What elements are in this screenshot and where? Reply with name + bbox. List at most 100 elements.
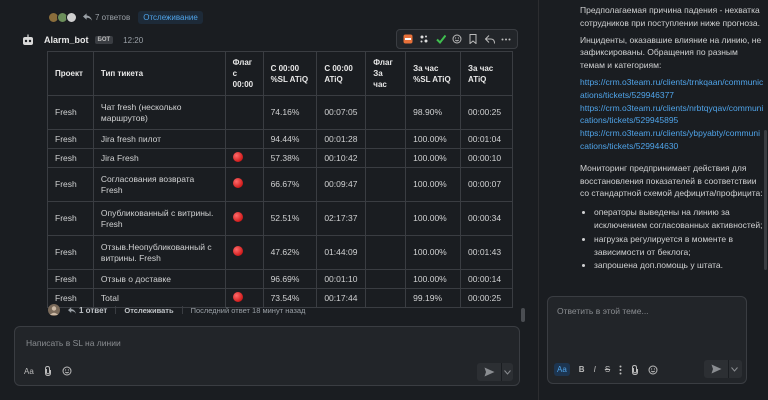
replies-count: 1 ответ	[79, 305, 108, 315]
table-cell: 100.00%	[405, 201, 462, 236]
flag-cell	[224, 95, 264, 130]
table-cell: Fresh	[47, 148, 94, 168]
more-horizontal-icon	[501, 38, 511, 40]
table-cell: 00:01:10	[316, 269, 367, 289]
send-controls	[704, 360, 742, 378]
divider	[181, 306, 183, 314]
check-mark-icon	[435, 34, 446, 44]
table-row: Fresh Jira Fresh 57.38% 00:10:42 100.00% 00:0…	[47, 148, 513, 168]
ticket-link[interactable]: https://crm.o3team.ru/clients/nrbtqyqav/…	[580, 102, 764, 126]
table-cell: 00:01:04	[460, 129, 513, 149]
flag-cell	[365, 167, 407, 202]
table-cell: Fresh	[47, 95, 94, 130]
column-header: За час ATiQ	[460, 51, 513, 96]
message-time[interactable]: 12:20	[123, 35, 144, 45]
bold-button[interactable]: B	[578, 365, 585, 374]
table-cell: 96.69%	[262, 269, 318, 289]
table-cell: 100.00%	[405, 167, 462, 202]
more-actions-button[interactable]	[500, 34, 511, 45]
italic-button[interactable]: I	[593, 365, 596, 374]
action-list: операторы выведены на линию за исключени…	[580, 206, 764, 272]
table-cell: Fresh	[47, 288, 94, 308]
reply-button[interactable]	[484, 34, 495, 45]
ticket-link[interactable]: https://crm.o3team.ru/clients/ybpyabty/c…	[580, 128, 760, 151]
flag-cell	[224, 148, 264, 168]
format-toggle-button[interactable]: Aa	[24, 366, 34, 376]
sl-report-table: Проект Тип тикета Флаг с 00:00 С 00:00 %…	[47, 51, 513, 308]
reply-paragraph: Мониторинг предпринимает действия для во…	[580, 162, 763, 199]
table-row: Fresh Согласования возврата Fresh 66.67% 00…	[47, 167, 513, 202]
send-button[interactable]	[477, 363, 501, 381]
table-cell: 73.54%	[262, 288, 318, 308]
attach-icon[interactable]	[44, 366, 52, 376]
message-actions-toolbar	[396, 29, 518, 49]
emoji-reaction-button[interactable]	[403, 34, 414, 45]
format-toggle-button[interactable]: Aa	[554, 363, 570, 376]
table-cell: Отзыв о доставке	[92, 269, 226, 289]
follow-thread-button[interactable]: Отслеживать	[124, 305, 174, 315]
thread-summary-top[interactable]: 7 ответов Отслеживание	[48, 9, 203, 25]
send-button[interactable]	[704, 360, 728, 378]
table-cell: 57.38%	[262, 148, 318, 168]
following-button[interactable]: Отслеживание	[138, 10, 203, 24]
table-cell: Fresh	[47, 269, 94, 289]
more-vertical-icon[interactable]	[619, 365, 622, 375]
table-cell: Fresh	[47, 167, 94, 202]
thread-scrollbar[interactable]	[764, 130, 767, 270]
bot-avatar-icon[interactable]	[22, 34, 34, 46]
avatar	[66, 11, 77, 23]
send-icon	[711, 364, 721, 374]
list-item: операторы выведены на линию за исключени…	[594, 206, 764, 232]
table-cell: Согласования возврата Fresh	[92, 167, 226, 202]
channel-scrollbar[interactable]	[521, 308, 525, 322]
column-header: С 00:00 ATiQ	[316, 51, 367, 96]
table-cell: 00:01:43	[460, 235, 513, 270]
flag-cell	[224, 269, 264, 289]
attach-icon[interactable]	[631, 364, 639, 375]
flag-cell	[365, 201, 407, 236]
red-circle-icon	[232, 151, 243, 162]
thread-reply-message: Предполагаемая причина падения - нехватк…	[580, 4, 764, 273]
flag-cell	[365, 235, 407, 270]
message-composer[interactable]: Написать в SL на линии Aa	[14, 326, 520, 386]
reply-paragraph: Инциденты, оказавшие влияние на линию, н…	[580, 34, 762, 71]
table-cell: Опубликованный с витрины. Fresh	[92, 201, 226, 236]
emoji-icon[interactable]	[62, 366, 72, 376]
flag-cell	[224, 129, 264, 149]
bot-badge: БОТ	[94, 36, 114, 44]
ticket-link[interactable]: https://crm.o3team.ru/clients/trnkqaan/c…	[580, 76, 764, 100]
table-cell: 00:00:25	[460, 288, 513, 308]
red-circle-icon	[232, 212, 243, 222]
table-row: Fresh Опубликованный с витрины. Fresh 52.5…	[47, 201, 513, 236]
reply-avatars	[48, 11, 77, 23]
table-cell: Fresh	[47, 129, 94, 149]
emoji-reaction-button[interactable]	[419, 34, 430, 45]
save-button[interactable]	[468, 34, 479, 45]
pane-divider[interactable]	[528, 0, 538, 400]
list-item: запрошена доп.помощь у штата.	[594, 259, 764, 272]
avatar[interactable]	[48, 304, 60, 316]
emoji-reaction-button[interactable]	[435, 34, 446, 45]
flag-cell	[224, 201, 264, 236]
list-item: нагрузка регулируется в моменте в зависи…	[594, 233, 764, 259]
thread-replies-link[interactable]: 7 ответов	[83, 13, 130, 22]
message-author[interactable]: Alarm_bot	[44, 35, 89, 45]
thread-replies-link[interactable]: 1 ответ	[68, 306, 107, 315]
table-cell: 00:10:42	[316, 148, 367, 168]
table-row: Fresh Jira fresh пилот 94.44% 00:01:28 100.0…	[47, 129, 513, 149]
emoji-icon[interactable]	[648, 365, 658, 375]
send-options-button[interactable]	[728, 360, 740, 378]
send-options-button[interactable]	[501, 363, 513, 381]
reply-arrow-icon	[68, 306, 76, 314]
table-cell: Fresh	[47, 201, 94, 236]
composer-tools: Aa	[24, 366, 72, 376]
thread-reply-composer[interactable]: Ответить в этой теме... Aa B I S	[547, 296, 747, 384]
table-cell: 01:44:09	[316, 235, 367, 270]
composer-input[interactable]: Написать в SL на линии	[26, 338, 121, 348]
table-cell: 02:17:37	[316, 201, 367, 236]
strikethrough-button[interactable]: S	[604, 365, 611, 374]
add-reaction-button[interactable]	[451, 34, 462, 45]
reply-paragraph: Предполагаемая причина падения - нехватк…	[580, 5, 760, 28]
message-header: Alarm_bot БОТ 12:20	[22, 34, 143, 46]
reply-input[interactable]: Ответить в этой теме...	[557, 306, 649, 316]
